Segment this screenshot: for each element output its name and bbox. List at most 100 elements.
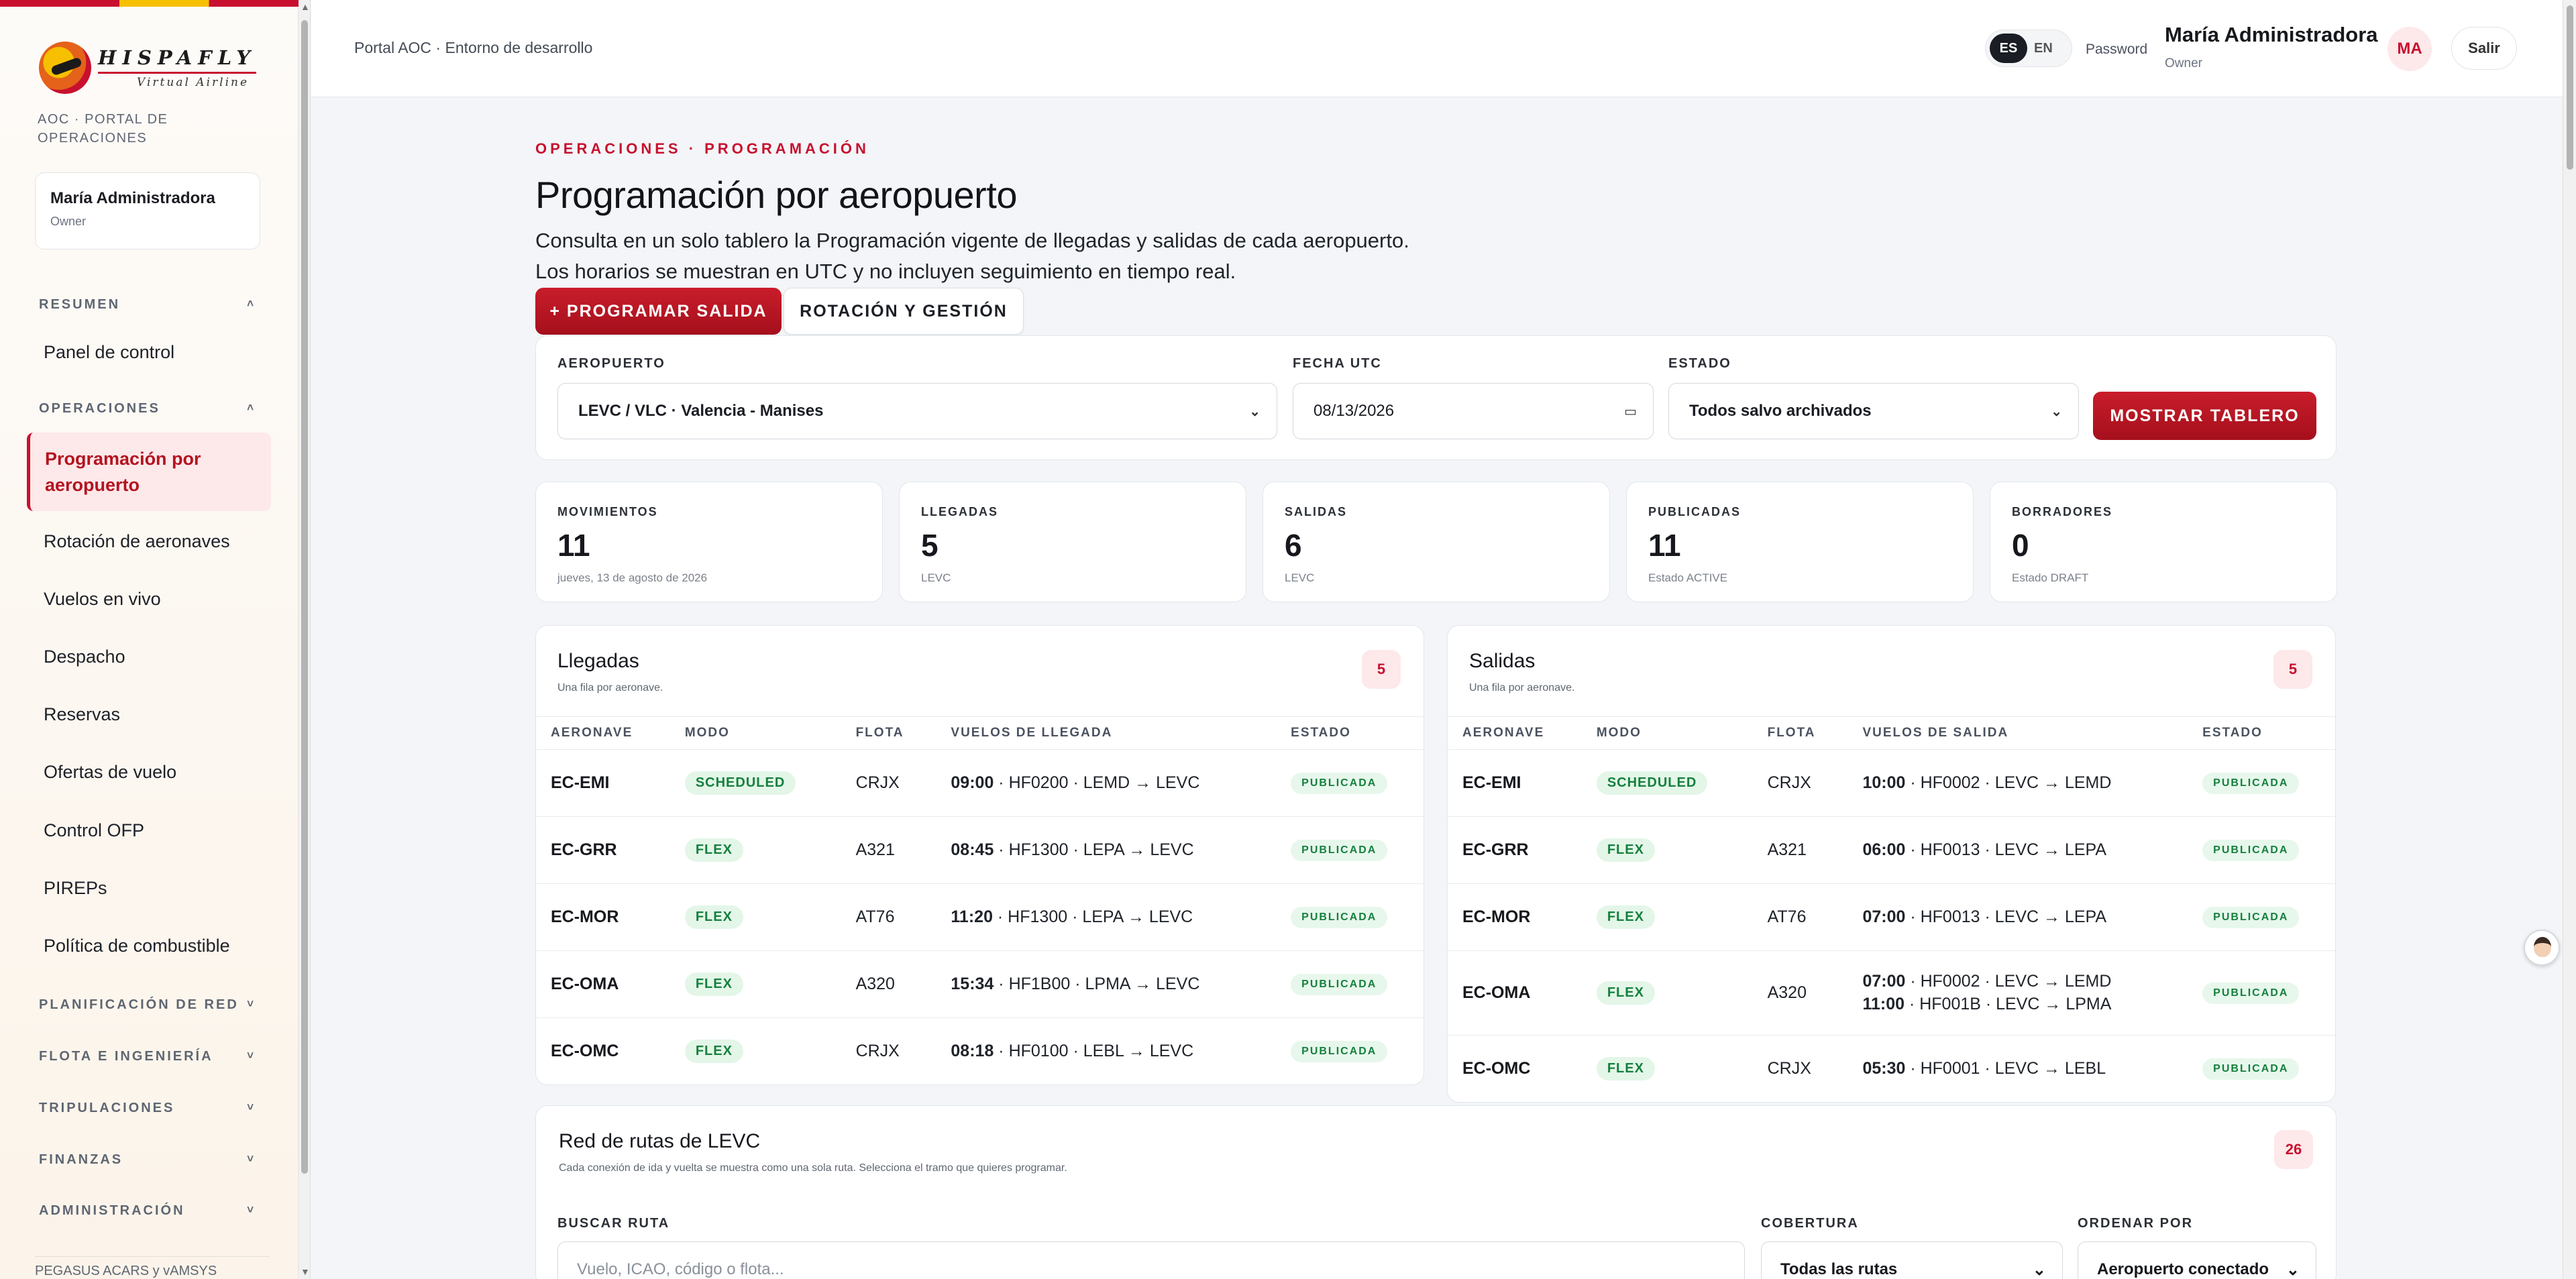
fleet-type: CRJX	[841, 1017, 936, 1085]
nav-section-label: RESUMEN	[39, 297, 121, 312]
lang-en-option[interactable]: EN	[2034, 40, 2053, 56]
table-row[interactable]: EC-EMI SCHEDULED CRJX 09:00 · HF0200 · LEMD…	[536, 748, 1424, 816]
sidebar-scroll-thumb[interactable]	[301, 20, 308, 1174]
column-header: AERONAVE	[551, 725, 633, 740]
status-cell: PUBLICADA	[2188, 950, 2335, 1035]
sidebar-item-panel[interactable]: Panel de control	[44, 342, 175, 362]
flight-legs: 05:30 · HF0001 · LEVC → LEBL	[1847, 1034, 2188, 1102]
lang-es-option[interactable]: ES	[1990, 34, 2027, 63]
table-row[interactable]: EC-MOR FLEX AT76 11:20 · HF1300 · LEPA → LE…	[536, 883, 1424, 950]
nav-section-tripulaciones[interactable]: TRIPULACIONES ˅	[39, 1101, 254, 1116]
routes-subtitle: Cada conexión de ida y vuelta se muestra…	[559, 1162, 1067, 1174]
main-scrollbar[interactable]	[2563, 0, 2576, 1279]
mode-badge: FLEX	[1596, 981, 1655, 1005]
nav-section-label: PLANIFICACIÓN DE RED	[39, 997, 239, 1012]
fleet-type: CRJX	[841, 748, 936, 816]
flight-legs: 08:18 · HF0100 · LEBL → LEVC	[936, 1017, 1277, 1085]
assistant-avatar-button[interactable]	[2524, 930, 2560, 966]
scroll-down-icon[interactable]: ▼	[301, 1266, 310, 1277]
sidebar-item-vuelos-vivo[interactable]: Vuelos en vivo	[44, 589, 161, 609]
flight-leg[interactable]: 08:45 · HF1300 · LEPA → LEVC	[951, 838, 1276, 861]
status-badge: PUBLICADA	[1291, 907, 1388, 928]
sidebar-item-despacho[interactable]: Despacho	[44, 647, 125, 667]
date-input-value: 08/13/2026	[1313, 402, 1395, 420]
status-badge: PUBLICADA	[1291, 974, 1388, 995]
flight-leg[interactable]: 09:00 · HF0200 · LEMD → LEVC	[951, 771, 1276, 794]
nav-section-planificacion[interactable]: PLANIFICACIÓN DE RED ˅	[39, 997, 254, 1013]
flight-leg[interactable]: 07:00 · HF0002 · LEVC → LEMD	[1862, 970, 2188, 993]
main-scroll-thumb[interactable]	[2567, 5, 2573, 170]
flight-legs: 06:00 · HF0013 · LEVC → LEPA	[1847, 816, 2188, 883]
status-cell: PUBLICADA	[1276, 816, 1424, 883]
sidebar-item-ofertas[interactable]: Ofertas de vuelo	[44, 762, 177, 782]
flight-leg[interactable]: 08:18 · HF0100 · LEBL → LEVC	[951, 1040, 1276, 1062]
topbar: Portal AOC · Entorno de desarrollo ES EN…	[311, 0, 2563, 97]
status-cell: PUBLICADA	[2188, 816, 2335, 883]
table-row[interactable]: EC-GRR FLEX A321 06:00 · HF0013 · LEVC → LE…	[1448, 816, 2335, 883]
date-input[interactable]: 08/13/2026 ▭	[1293, 383, 1654, 439]
logout-button[interactable]: Salir	[2451, 27, 2517, 70]
table-row[interactable]: EC-GRR FLEX A321 08:45 · HF1300 · LEPA → LE…	[536, 816, 1424, 883]
stat-sub: jueves, 13 de agosto de 2026	[557, 571, 708, 584]
table-row[interactable]: EC-MOR FLEX AT76 07:00 · HF0013 · LEVC → LE…	[1448, 883, 2335, 950]
nav-section-flota[interactable]: FLOTA E INGENIERÍA ˅	[39, 1049, 254, 1064]
aircraft-registration: EC-OMC	[1448, 1034, 1582, 1102]
status-cell: PUBLICADA	[1276, 1017, 1424, 1085]
table-row[interactable]: EC-OMA FLEX A320 15:34 · HF1B00 · LPMA → LE…	[536, 950, 1424, 1017]
mode-badge: FLEX	[1596, 905, 1655, 929]
flight-leg[interactable]: 11:20 · HF1300 · LEPA → LEVC	[951, 905, 1276, 928]
sidebar: HISPAFLY Virtual Airline AOC · PORTAL DE…	[0, 0, 299, 1279]
coverage-select-value: Todas las rutas	[1780, 1260, 1898, 1278]
topbar-user-name: María Administradora	[2165, 23, 2378, 46]
airport-select[interactable]: LEVC / VLC · Valencia - Manises ⌄	[557, 383, 1277, 439]
sidebar-item-programacion[interactable]: Programación por aeropuerto	[27, 433, 271, 511]
flight-legs: 15:34 · HF1B00 · LPMA → LEVC	[936, 950, 1277, 1017]
flight-leg[interactable]: 11:00 · HF001B · LEVC → LPMA	[1862, 993, 2188, 1015]
aircraft-registration: EC-MOR	[536, 883, 670, 950]
sidebar-item-pireps[interactable]: PIREPs	[44, 878, 107, 898]
flight-leg[interactable]: 05:30 · HF0001 · LEVC → LEBL	[1862, 1057, 2188, 1080]
table-row[interactable]: EC-OMA FLEX A320 07:00 · HF0002 · LEVC → LE…	[1448, 950, 2335, 1035]
sidebar-item-combustible[interactable]: Política de combustible	[44, 936, 230, 956]
leg-route: · HF1300 · LEPA → LEVC	[994, 840, 1194, 859]
mode-badge: FLEX	[1596, 838, 1655, 862]
rotation-management-button[interactable]: ROTACIÓN Y GESTIÓN	[784, 288, 1024, 335]
sidebar-item-reservas[interactable]: Reservas	[44, 704, 121, 724]
show-board-button[interactable]: MOSTRAR TABLERO	[2093, 392, 2316, 440]
table-row[interactable]: EC-OMC FLEX CRJX 05:30 · HF0001 · LEVC → LE…	[1448, 1034, 2335, 1102]
coverage-select[interactable]: Todas las rutas ⌄	[1761, 1241, 2063, 1279]
leg-route: · HF0001 · LEVC → LEBL	[1905, 1059, 2106, 1078]
brand-logo[interactable]: HISPAFLY Virtual Airline	[39, 42, 256, 94]
sort-select[interactable]: Aeropuerto conectado ⌄	[2078, 1241, 2316, 1279]
sidebar-footer: PEGASUS ACARS y vAMSYS	[35, 1256, 270, 1279]
nav-section-label: FINANZAS	[39, 1152, 123, 1167]
flight-leg[interactable]: 07:00 · HF0013 · LEVC → LEPA	[1862, 905, 2188, 928]
sidebar-scrollbar[interactable]: ▲ ▼	[299, 0, 311, 1279]
sidebar-item-ofp[interactable]: Control OFP	[44, 820, 145, 840]
status-select[interactable]: Todos salvo archivados ⌄	[1668, 383, 2079, 439]
nav-section-operaciones[interactable]: OPERACIONES ˄	[39, 401, 254, 416]
flight-leg[interactable]: 06:00 · HF0013 · LEVC → LEPA	[1862, 838, 2188, 861]
flight-leg[interactable]: 15:34 · HF1B00 · LPMA → LEVC	[951, 972, 1276, 995]
schedule-departure-button[interactable]: + PROGRAMAR SALIDA	[535, 288, 782, 335]
status-badge: PUBLICADA	[2202, 1058, 2300, 1080]
language-toggle[interactable]: ES EN	[1985, 30, 2072, 67]
aircraft-registration: EC-OMA	[536, 950, 670, 1017]
table-row[interactable]: EC-OMC FLEX CRJX 08:18 · HF0100 · LEBL → LE…	[536, 1017, 1424, 1085]
table-row[interactable]: EC-EMI SCHEDULED CRJX 10:00 · HF0002 · LEVC…	[1448, 748, 2335, 816]
sidebar-item-rotacion[interactable]: Rotación de aeronaves	[44, 531, 230, 551]
nav-section-finanzas[interactable]: FINANZAS ˅	[39, 1152, 254, 1168]
flight-leg[interactable]: 10:00 · HF0002 · LEVC → LEMD	[1862, 771, 2188, 794]
mode-cell: SCHEDULED	[1581, 748, 1753, 816]
nav-section-administracion[interactable]: ADMINISTRACIÓN ˅	[39, 1203, 254, 1219]
mode-cell: FLEX	[669, 950, 841, 1017]
chevron-down-icon: ˅	[247, 1101, 254, 1113]
leg-route: · HF0100 · LEBL → LEVC	[994, 1042, 1194, 1061]
calendar-icon[interactable]: ▭	[1624, 404, 1637, 419]
route-search-input[interactable]: Vuelo, ICAO, código o flota...	[557, 1241, 1745, 1279]
status-cell: PUBLICADA	[1276, 883, 1424, 950]
password-link[interactable]: Password	[2086, 42, 2148, 57]
nav-section-resumen[interactable]: RESUMEN ˄	[39, 297, 254, 313]
avatar[interactable]: MA	[2387, 27, 2432, 71]
scroll-up-icon[interactable]: ▲	[301, 1, 310, 12]
